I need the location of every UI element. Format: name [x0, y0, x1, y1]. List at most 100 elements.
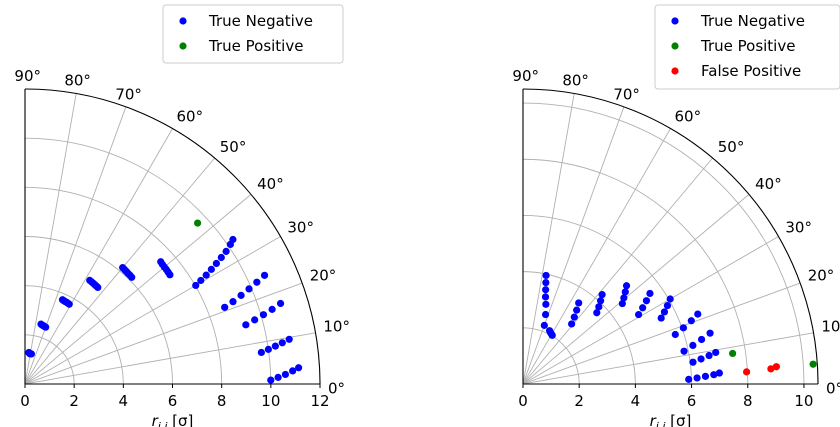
data-point-true-negative [281, 370, 290, 379]
legend-marker [671, 67, 679, 75]
data-point-true-negative [276, 299, 285, 308]
legend-frame [162, 4, 344, 64]
legend-label: False Positive [701, 62, 801, 80]
polar-chart-left: 0 2 4 6 8 10 120° 10° 20° 30° 40° 50° 60° 70° 80° 90° ri… [14, 4, 350, 427]
angular-gridline [24, 93, 77, 385]
data-point-true-negative [295, 364, 303, 372]
data-point-true-negative [157, 258, 165, 266]
legend-label: True Positive [208, 37, 303, 55]
data-point-true-negative [541, 293, 550, 301]
data-point-true-negative [542, 300, 550, 308]
data-point-true-negative [268, 305, 276, 313]
data-point-true-negative [598, 290, 606, 299]
data-point-true-negative [687, 317, 695, 325]
r-tick-label: 2 [574, 392, 584, 410]
legend-frame [654, 4, 840, 90]
data-point-true-positive [194, 219, 202, 227]
angular-gridline [24, 332, 316, 385]
data-point-true-negative [697, 335, 706, 344]
data-point-true-negative [663, 301, 672, 310]
data-point-true-negative [712, 348, 720, 357]
data-point-true-negative [259, 311, 268, 319]
r-tick-label: 4 [119, 392, 129, 410]
angular-gridline [522, 194, 750, 385]
data-point-true-negative [222, 247, 230, 255]
r-tick-label: 8 [217, 392, 227, 410]
data-point-true-negative [25, 348, 33, 357]
angular-gridline [522, 282, 801, 385]
data-point-true-negative [542, 271, 550, 280]
labels-layer: 0 2 4 6 8 10 0° 10° 20° 30° 40° 50° 60° 70° 80° 90° ri,j… [512, 67, 840, 427]
data-point-false-positive [772, 363, 780, 371]
theta-tick-label: 70° [115, 85, 142, 103]
angular-gridline [522, 106, 625, 385]
legend-marker [671, 17, 679, 25]
data-point-true-negative [568, 320, 576, 328]
r-tick-label: 2 [69, 392, 79, 410]
points-layer [25, 219, 303, 384]
data-point-true-negative [192, 281, 200, 290]
theta-tick-label: 90° [512, 67, 539, 85]
data-point-true-negative [701, 372, 710, 380]
data-point-true-negative [289, 367, 297, 375]
data-point-true-negative [229, 235, 237, 244]
theta-tick-label: 60° [177, 108, 204, 126]
theta-tick-label: 20° [310, 266, 337, 284]
radial-gridline [522, 102, 805, 385]
points-layer [540, 271, 817, 383]
x-axis-label: ri,j [σ] [152, 412, 194, 427]
angular-gridline [522, 128, 671, 385]
r-tick-label: 8 [743, 392, 753, 410]
theta-tick-label: 70° [613, 85, 640, 103]
data-point-true-negative [229, 298, 237, 306]
data-point-true-negative [86, 276, 94, 284]
data-point-true-negative [221, 303, 229, 311]
polar-chart-right: 0 2 4 6 8 10 0° 10° 20° 30° 40° 50° 60° 70° 80° 90° ri,j… [512, 4, 840, 427]
legend: True Negative True Positive [162, 4, 344, 64]
data-point-true-negative [257, 348, 265, 357]
data-point-true-negative [657, 314, 665, 322]
data-point-true-negative [642, 297, 651, 305]
angular-gridline [24, 194, 252, 385]
r-tick-label: 6 [168, 392, 178, 410]
radial-gridline [24, 186, 223, 385]
theta-tick-label: 0° [328, 380, 345, 398]
data-point-true-negative [207, 265, 215, 273]
legend-label: True Positive [700, 37, 795, 55]
data-point-true-negative [245, 285, 253, 293]
angular-gridline [24, 157, 215, 385]
angular-gridline [24, 128, 173, 385]
data-point-true-negative [666, 295, 674, 303]
data-point-true-negative [595, 303, 603, 311]
axes-layer [522, 88, 819, 388]
r-tick-label: 6 [687, 392, 697, 410]
data-point-true-negative [710, 371, 718, 379]
data-point-true-negative [573, 306, 581, 314]
data-point-true-negative [540, 321, 548, 329]
data-point-true-negative [689, 341, 697, 350]
theta-tick-label: 90° [14, 67, 41, 85]
legend-label: True Negative [700, 12, 805, 30]
radial-gridline [24, 137, 272, 385]
r-tick-label: 0 [518, 392, 528, 410]
angular-gridline [24, 236, 281, 385]
data-point-true-negative [671, 330, 679, 339]
data-point-true-negative [242, 321, 250, 329]
data-point-true-negative [253, 278, 261, 286]
angular-gridline [522, 332, 814, 385]
data-point-true-negative [251, 316, 259, 324]
data-point-true-negative [621, 288, 629, 296]
legend-label: True Negative [208, 12, 313, 30]
data-point-false-positive [767, 365, 775, 373]
angular-gridline [522, 236, 779, 385]
grid-layer [522, 93, 814, 385]
radial-gridline [522, 214, 693, 385]
data-point-true-negative [37, 320, 45, 328]
data-point-true-negative [618, 299, 626, 308]
legend-marker [671, 42, 679, 50]
theta-tick-label: 50° [718, 138, 745, 156]
data-point-true-negative [542, 286, 550, 294]
r-tick-label: 10 [794, 392, 813, 410]
data-point-true-negative [705, 351, 713, 360]
